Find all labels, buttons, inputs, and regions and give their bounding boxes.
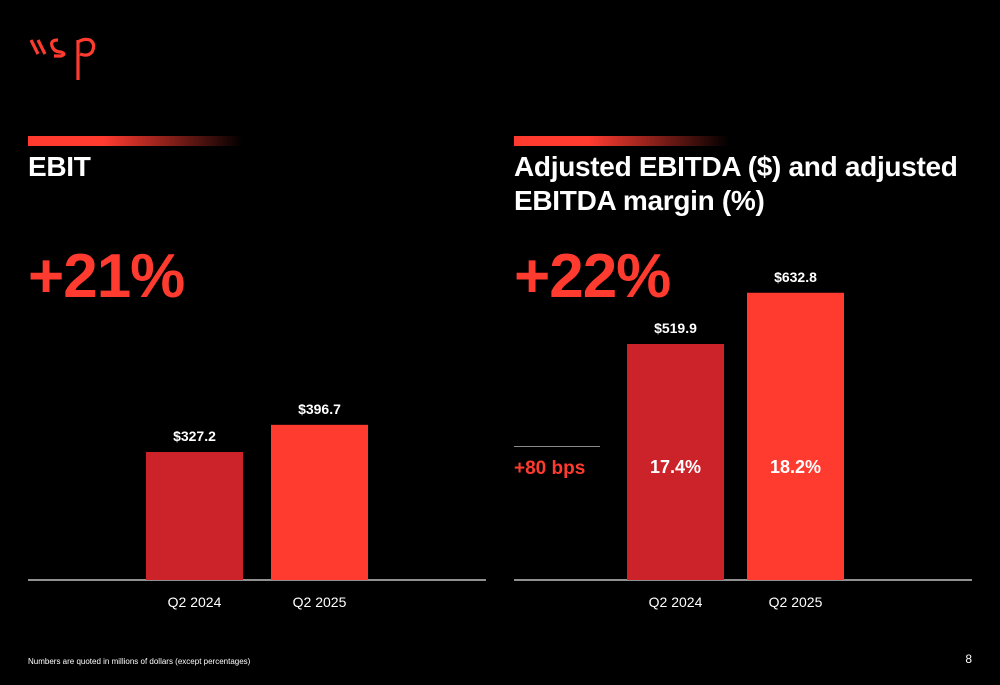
accent-bar-right xyxy=(514,136,729,146)
margin-label: 18.2% xyxy=(770,457,821,477)
bar-q2-2024 xyxy=(627,344,724,580)
ebitda-title-line2: EBITDA margin (%) xyxy=(514,185,765,216)
accent-bar-left xyxy=(28,136,243,146)
x-tick-label: Q2 2024 xyxy=(649,594,703,610)
x-tick-label: Q2 2025 xyxy=(293,594,347,610)
bar-value-label: $327.2 xyxy=(173,428,216,444)
ebitda-title-line1: Adjusted EBITDA ($) and adjusted xyxy=(514,151,958,182)
x-tick-label: Q2 2024 xyxy=(168,594,222,610)
bar-value-label: $632.8 xyxy=(774,269,817,285)
ebitda-growth: +22% xyxy=(514,242,671,311)
margin-divider xyxy=(514,446,600,447)
bar-q2-2025 xyxy=(271,424,368,580)
page-number: 8 xyxy=(965,652,972,666)
ebit-growth: +21% xyxy=(28,242,185,311)
ebit-bar-chart: $327.2 Q2 2024 $396.7 Q2 2025 xyxy=(28,401,486,610)
bar-q2-2024 xyxy=(146,452,243,580)
x-tick-label: Q2 2025 xyxy=(769,594,823,610)
margin-change: +80 bps xyxy=(514,458,586,479)
wsp-logo xyxy=(29,37,96,80)
bar-value-label: $519.9 xyxy=(654,320,697,336)
footnote: Numbers are quoted in millions of dollar… xyxy=(28,657,251,666)
ebit-title: EBIT xyxy=(28,151,91,182)
bar-q2-2025 xyxy=(747,292,844,580)
bar-value-label: $396.7 xyxy=(298,401,341,417)
margin-label: 17.4% xyxy=(650,457,701,477)
ebitda-bar-chart: $519.9 Q2 2024 17.4% $632.8 Q2 2025 18.2% xyxy=(514,269,972,610)
